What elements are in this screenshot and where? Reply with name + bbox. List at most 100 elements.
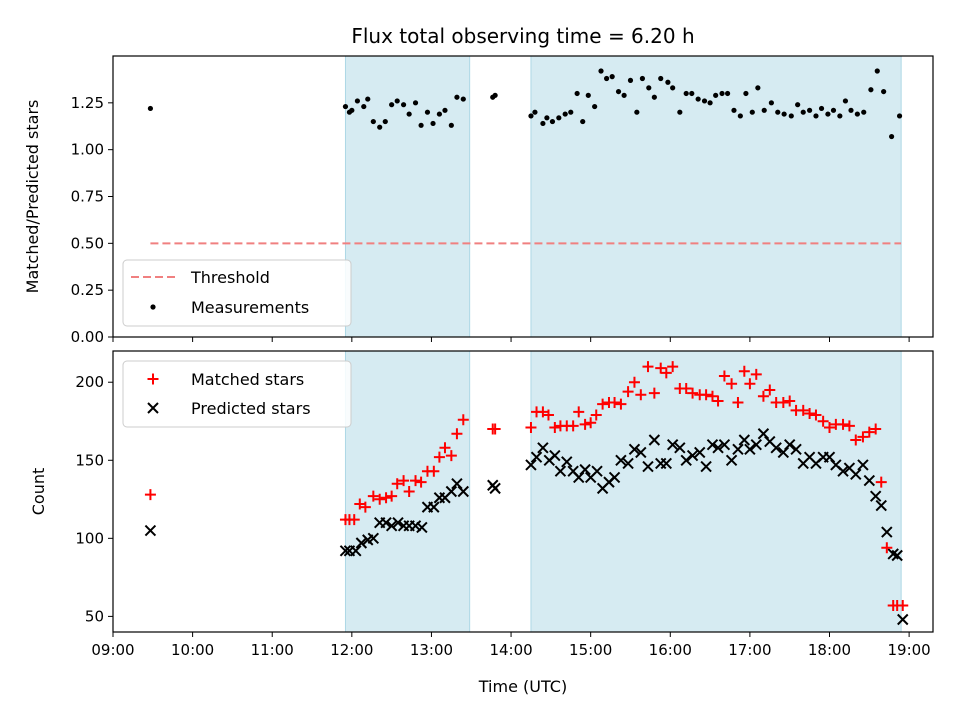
matched-point [764,384,776,396]
top-shaded-interval [530,55,902,338]
measurement-point [807,107,813,113]
measurement-point [354,98,361,104]
measurement-point [848,107,854,113]
matched-point [415,476,427,488]
predicted-point [869,490,882,502]
matched-point [817,415,829,427]
matched-point [525,421,537,433]
matched-point [635,389,647,401]
measurement-point [743,90,749,97]
predicted-point [367,532,380,545]
measurement-point [646,85,652,91]
legend-predicted-label: Predicted stars [191,399,311,418]
matched-point [700,389,712,401]
matched-point [615,398,627,410]
predicted-point [385,520,398,532]
matched-point [457,414,469,426]
predicted-point [530,451,543,463]
matched-point [573,406,585,418]
measurement-point [460,96,466,102]
measurement-point [528,113,534,119]
predicted-point [457,485,469,498]
measurement-point [761,107,767,113]
matched-point [585,417,597,429]
top-y-tick-label: 1.00 [71,141,104,159]
predicted-point [489,482,501,495]
legend-measurements-label: Measurements [191,298,309,317]
predicted-point [694,446,706,459]
matched-point [738,365,750,377]
top-legend-box [122,259,352,327]
measurement-point [365,96,371,102]
predicted-point [790,443,802,456]
predicted-point [549,449,561,462]
predicted-point [428,501,440,513]
bottom-y-tick-label: 50 [85,607,104,625]
predicted-point [850,468,862,481]
measurement-point [442,107,448,113]
predicted-point [891,549,903,562]
x-axis-label: Time (UTC) [478,677,567,696]
matched-point [750,368,762,380]
predicted-point [660,457,673,470]
measurement-point [532,109,538,115]
matched-point [354,498,366,510]
legend-measurements-swatch [150,304,156,310]
measurement-point [749,109,755,115]
matched-point [706,390,718,402]
top-y-tick-label: 0.75 [71,188,104,206]
measurement-point [580,118,586,125]
measurement-point [896,113,903,119]
matched-point [843,420,855,432]
predicted-point [770,442,782,454]
measurement-point [713,92,719,98]
measurement-point [592,103,598,110]
measurement-point [707,100,713,106]
legend-matched-label: Matched stars [191,370,304,389]
measurement-point [775,109,781,115]
matched-point [597,398,609,410]
predicted-point [863,474,876,487]
top-axes-frame [112,55,934,338]
measurement-point [842,98,849,104]
measurement-point [342,103,349,110]
measurement-point [781,111,787,117]
measurement-point [424,109,431,115]
x-tick-label: 19:00 [887,641,930,659]
predicted-point [554,465,567,477]
measurement-point [665,79,671,85]
matched-point [718,370,730,382]
bottom-legend: Matched stars Predicted stars [122,360,352,428]
matched-point [824,421,836,433]
bottom-y-tick-label: 200 [75,373,104,391]
matched-point [367,490,379,502]
matched-point [380,492,392,504]
predicted-point [579,463,591,476]
measurement-point [615,88,622,95]
predicted-point [666,438,679,451]
matched-point [744,378,756,390]
predicted-point [451,477,463,490]
measurement-point [695,96,701,102]
matched-point [660,367,672,379]
measurement-point [788,113,794,119]
predicted-point [706,438,719,451]
legend-threshold-label: Threshold [190,268,270,287]
matched-point [777,397,789,409]
measurement-point [448,122,454,128]
x-tick-label: 10:00 [171,641,214,659]
x-tick-label: 12:00 [330,641,373,659]
predicted-point [686,449,699,462]
matched-point [797,404,809,416]
predicted-point [537,442,549,454]
measurement-point [830,107,837,113]
predicted-point [615,454,627,466]
matched-point [549,421,561,433]
measurement-point [658,75,664,82]
top-y-tick-label: 0.25 [71,281,104,299]
predicted-point [757,428,770,440]
measurement-point [627,77,634,83]
matched-point [712,395,724,407]
predicted-point [712,442,724,454]
measurement-point [389,102,395,108]
